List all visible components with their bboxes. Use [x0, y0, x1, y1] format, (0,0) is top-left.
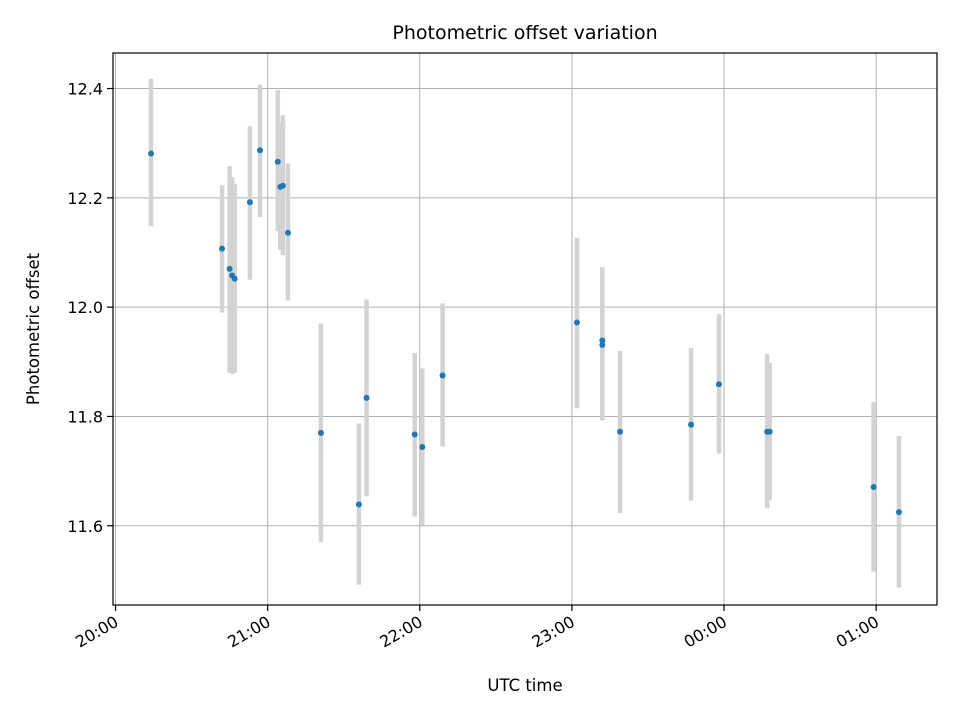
grid	[113, 53, 937, 605]
data-point	[573, 319, 580, 326]
y-tick-label: 11.8	[67, 407, 103, 426]
plot-frame	[112, 52, 938, 606]
data-point	[257, 147, 264, 154]
data-point	[355, 501, 362, 508]
data-point	[148, 150, 155, 157]
data-point	[226, 265, 233, 272]
data-point	[231, 275, 238, 282]
x-axis-label: UTC time	[487, 676, 562, 695]
y-tick-label: 12.2	[67, 189, 103, 208]
data-point	[274, 158, 281, 165]
data-point	[599, 337, 606, 344]
data-point	[895, 509, 902, 516]
data-points	[148, 147, 902, 516]
y-tick-label: 12.0	[67, 298, 103, 317]
data-point	[219, 245, 226, 252]
y-axis-label: Photometric offset	[24, 252, 43, 405]
data-point	[279, 182, 286, 189]
data-point	[766, 428, 773, 435]
y-tick-label: 12.4	[67, 80, 103, 99]
data-point	[419, 444, 426, 451]
data-point	[246, 199, 253, 206]
chart-title: Photometric offset variation	[392, 22, 657, 44]
y-tick-label: 11.6	[67, 517, 103, 536]
data-point	[715, 381, 722, 388]
y-axis-ticks: 11.6 11.8 12.0 12.2 12.4	[67, 80, 113, 536]
data-point	[870, 483, 877, 490]
data-point	[317, 429, 324, 436]
data-point	[363, 394, 370, 401]
data-point	[439, 372, 446, 379]
data-point	[411, 431, 418, 438]
data-point	[599, 341, 606, 348]
data-point	[284, 229, 291, 236]
data-point	[688, 421, 695, 428]
data-point	[617, 428, 624, 435]
